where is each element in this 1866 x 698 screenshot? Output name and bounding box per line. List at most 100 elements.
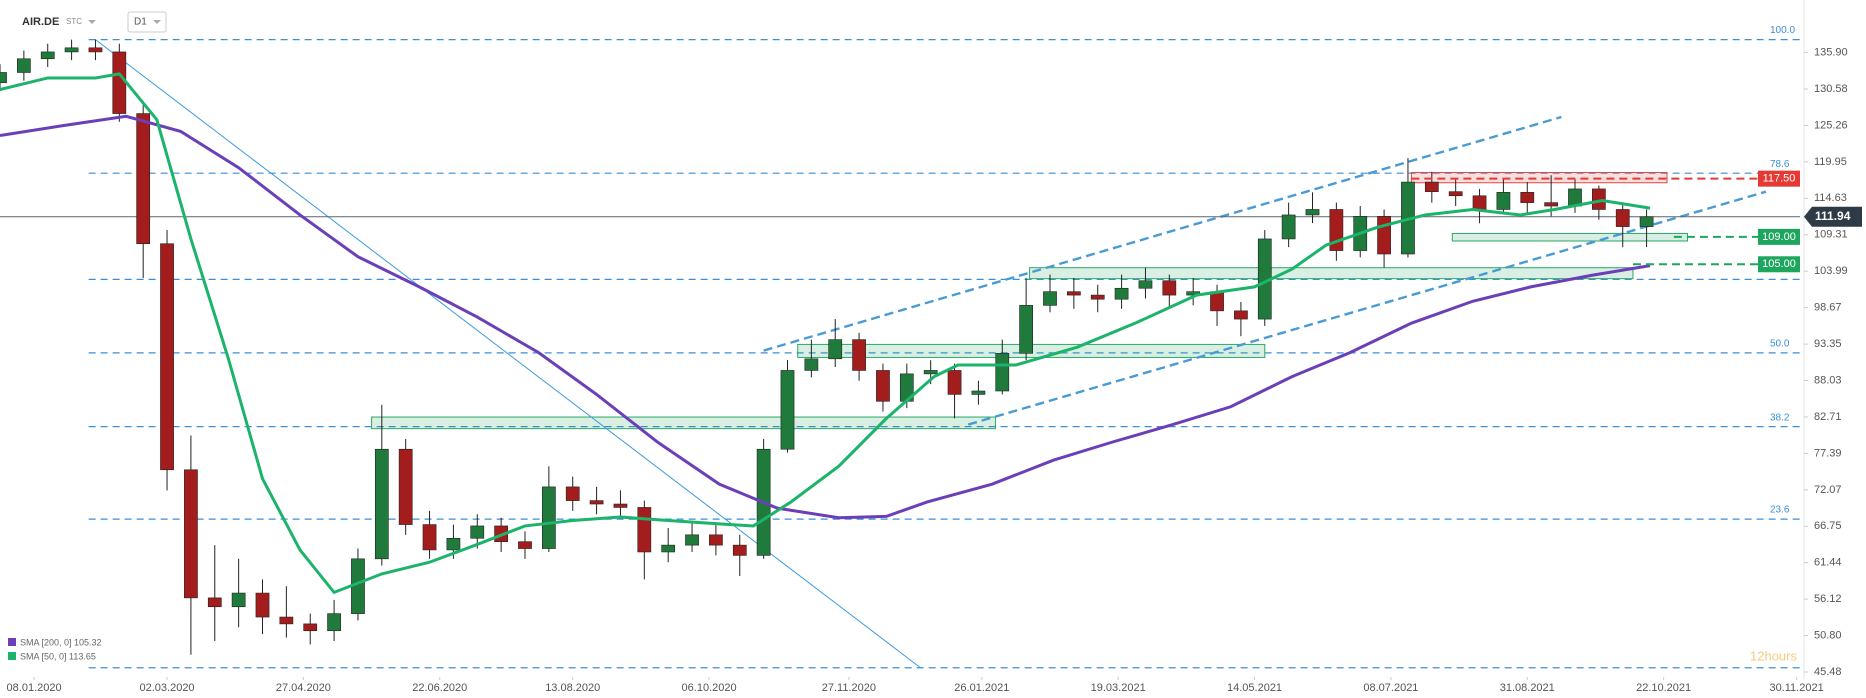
- y-tick-label: 45.48: [1814, 666, 1842, 678]
- candle-body: [446, 537, 461, 551]
- zone: [1029, 267, 1634, 280]
- x-tick-label: 13.08.2020: [545, 682, 600, 694]
- x-tick-label: 22.06.2020: [412, 682, 467, 694]
- candle-body: [637, 507, 652, 553]
- y-tick-label: 61.44: [1814, 557, 1842, 569]
- x-tick-label: 30.11.2021: [1769, 682, 1823, 694]
- fib-label: 50.0: [1770, 338, 1790, 349]
- candle-body: [1067, 291, 1081, 296]
- candle-body: [422, 524, 437, 551]
- last-price-label: 111.94: [1815, 209, 1851, 223]
- candle-body: [804, 358, 819, 371]
- candle-body: [1544, 202, 1558, 207]
- candle-body: [0, 72, 7, 84]
- x-tick-label: 14.05.2021: [1227, 682, 1282, 694]
- source[interactable]: STC: [66, 17, 82, 26]
- candle-body: [1615, 209, 1630, 227]
- candle-body: [971, 390, 986, 395]
- x-tick-label: 19.03.2021: [1091, 682, 1146, 694]
- candle-body: [1019, 305, 1033, 354]
- candle-body: [589, 500, 604, 505]
- candle-body: [1043, 291, 1057, 306]
- candle-body: [923, 370, 938, 375]
- candle-body: [876, 370, 890, 402]
- last-price-tag: [1804, 206, 1862, 227]
- price-tag-label: 117.50: [1763, 173, 1796, 185]
- candle-body: [112, 51, 127, 114]
- candle-body: [303, 623, 318, 632]
- y-tick-label: 82.71: [1814, 411, 1842, 423]
- candle-body: [1472, 195, 1487, 210]
- candle-body: [136, 113, 151, 245]
- candle-body: [1639, 216, 1654, 227]
- fib-label: 100.0: [1770, 25, 1795, 36]
- trendline: [967, 190, 1767, 426]
- timeframe-box[interactable]: [127, 11, 167, 33]
- candle-body: [207, 597, 222, 608]
- trendline: [763, 115, 1562, 352]
- zone: [1451, 232, 1688, 242]
- price-tag: [1758, 228, 1800, 245]
- candle-body: [709, 534, 723, 546]
- candle-body: [17, 58, 31, 73]
- price-tag-label: 109.00: [1762, 231, 1796, 243]
- y-tick-label: 130.58: [1814, 83, 1848, 95]
- fib-label: 78.6: [1770, 159, 1790, 170]
- candle-body: [1305, 209, 1320, 216]
- y-tick-label: 125.26: [1814, 119, 1848, 131]
- source-dropdown[interactable]: [88, 20, 96, 24]
- y-tick-label: 93.35: [1814, 338, 1842, 350]
- candle-body: [828, 339, 843, 360]
- x-tick-label: 02.03.2020: [140, 682, 195, 694]
- candle-body: [780, 370, 795, 450]
- symbol[interactable]: AIR.DE: [22, 16, 59, 28]
- candle-body: [1496, 192, 1511, 210]
- candle-body: [374, 448, 389, 560]
- sma-line: [0, 72, 1651, 595]
- y-tick-label: 56.12: [1814, 593, 1842, 605]
- zone: [371, 416, 996, 430]
- legend-icon: [8, 638, 16, 646]
- candle-body: [470, 525, 485, 539]
- candle-body: [518, 541, 532, 549]
- trendline: [95, 39, 921, 669]
- candle-body: [40, 51, 55, 60]
- y-tick-label: 72.07: [1814, 484, 1842, 496]
- y-tick-label: 50.80: [1814, 629, 1842, 641]
- candle-body: [1520, 192, 1535, 203]
- x-tick-label: 08.01.2020: [7, 682, 62, 694]
- fib-label: 23.6: [1770, 505, 1790, 516]
- timeframe-dropdown[interactable]: [153, 20, 161, 24]
- legend-entry: SMA [50, 0] 113.65: [20, 651, 96, 661]
- x-tick-label: 06.10.2020: [682, 682, 737, 694]
- y-tick-label: 114.63: [1814, 192, 1847, 204]
- candle-body: [231, 592, 246, 608]
- fib-label: 38.2: [1770, 412, 1790, 423]
- candle-body: [613, 503, 628, 508]
- candle-body: [184, 469, 198, 599]
- legend-entry: SMA [200, 0] 105.32: [20, 637, 102, 647]
- y-tick-label: 98.67: [1814, 302, 1842, 314]
- candle-body: [1448, 191, 1463, 197]
- header: AIR.DE STC D1: [22, 11, 167, 33]
- candle-body: [1210, 291, 1224, 312]
- timeframe[interactable]: D1: [134, 17, 147, 28]
- x-tick-label: 26.01.2021: [954, 682, 1009, 694]
- y-tick-label: 135.90: [1814, 47, 1848, 59]
- x-tick-label: 31.08.2021: [1500, 682, 1555, 694]
- y-tick-label: 103.99: [1814, 265, 1848, 277]
- candle-body: [1162, 280, 1177, 296]
- candle-body: [852, 339, 866, 371]
- candle-body: [732, 544, 747, 556]
- zone: [1410, 171, 1668, 184]
- candle-body: [1281, 214, 1296, 240]
- price-tag-label: 105.00: [1762, 258, 1796, 270]
- x-tick-label: 27.11.2020: [822, 682, 876, 694]
- y-tick-label: 109.31: [1814, 229, 1848, 241]
- candle-body: [661, 544, 676, 553]
- candle-body: [1090, 294, 1105, 300]
- x-tick-label: 27.04.2020: [276, 682, 331, 694]
